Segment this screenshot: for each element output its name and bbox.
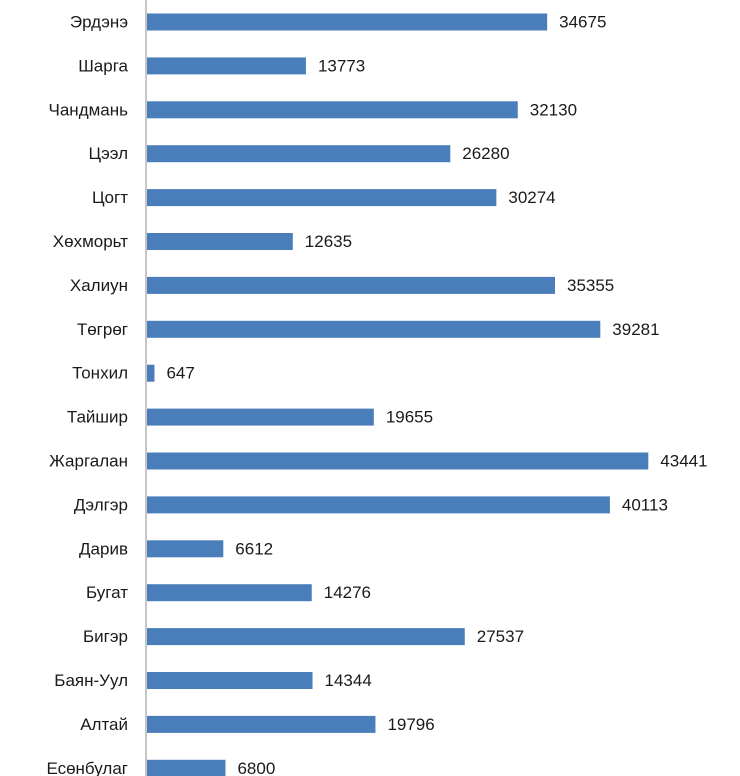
bar [147,408,374,426]
category-label: Баян-Уул [54,671,128,690]
category-label: Бугат [86,583,128,602]
bars-layer: Эрдэнэ 34675 Шарга 13773 Чандмань 32130 Цээл 26… [46,13,708,776]
data-label: 43441 [660,452,707,471]
data-label: 14276 [324,583,371,602]
bar [147,628,465,646]
category-label: Тонхил [72,364,128,383]
data-label: 14344 [325,671,372,690]
bar [147,189,497,207]
bar [147,276,555,294]
bar [147,584,312,602]
category-label: Есөнбулаг [46,759,128,776]
data-label: 647 [166,364,194,383]
data-label: 34675 [559,13,606,32]
bar [147,759,226,776]
category-label: Хөхморьт [53,232,128,251]
data-label: 27537 [477,627,524,646]
data-label: 40113 [622,495,668,514]
data-label: 30274 [508,188,555,207]
category-label: Жаргалан [49,452,128,471]
category-label: Шарга [78,56,128,75]
data-label: 19796 [387,715,434,734]
data-label: 19655 [386,408,433,427]
category-label: Эрдэнэ [70,13,128,32]
bar [147,145,451,163]
category-label: Дарив [79,539,128,558]
category-label: Тайшир [67,408,128,427]
bar [147,715,376,733]
bar [147,233,293,250]
bar [147,364,155,382]
category-label: Цогт [92,188,128,207]
category-label: Төгрөг [77,320,128,339]
data-label: 26280 [462,144,509,163]
bar [147,540,224,558]
category-label: Чандмань [49,100,129,119]
category-label: Халиун [70,276,128,295]
data-label: 6612 [235,539,273,558]
bar [147,452,649,470]
category-label: Цээл [89,144,128,163]
bar [147,101,518,119]
data-label: 13773 [318,56,365,75]
data-label: 6800 [237,759,275,776]
data-label: 32130 [530,100,577,119]
category-label: Алтай [80,715,128,734]
data-label: 39281 [612,320,659,339]
bar [147,320,601,338]
category-label: Бигэр [83,627,128,646]
data-label: 12635 [305,232,352,251]
bar [147,672,313,689]
category-label: Дэлгэр [74,495,128,514]
bar [147,496,610,514]
bar [147,57,306,75]
data-label: 35355 [567,276,614,295]
bar [147,13,548,31]
